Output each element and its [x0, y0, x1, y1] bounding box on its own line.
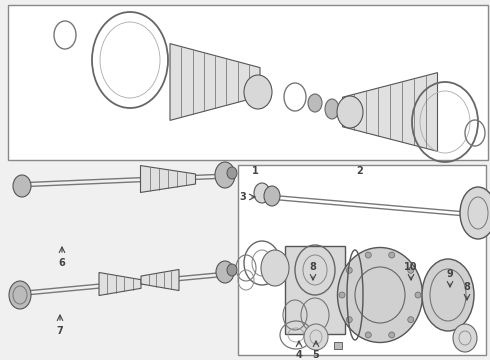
Ellipse shape	[261, 250, 289, 286]
Ellipse shape	[308, 94, 322, 112]
Ellipse shape	[460, 187, 490, 239]
Text: 7: 7	[57, 326, 63, 336]
Ellipse shape	[408, 317, 414, 323]
Ellipse shape	[264, 186, 280, 206]
Ellipse shape	[227, 264, 237, 276]
Ellipse shape	[365, 252, 371, 258]
Ellipse shape	[408, 267, 414, 273]
Ellipse shape	[422, 259, 474, 331]
Ellipse shape	[339, 292, 345, 298]
Polygon shape	[141, 166, 196, 193]
Ellipse shape	[365, 332, 371, 338]
Ellipse shape	[389, 332, 395, 338]
Ellipse shape	[9, 281, 31, 309]
Text: 8: 8	[310, 262, 317, 272]
Ellipse shape	[244, 75, 272, 109]
Text: 10: 10	[404, 262, 418, 272]
Ellipse shape	[215, 162, 235, 188]
Ellipse shape	[346, 267, 352, 273]
Polygon shape	[99, 273, 141, 296]
Ellipse shape	[346, 317, 352, 323]
Bar	[238, 165, 486, 355]
Bar	[8, 5, 488, 160]
Bar	[334, 342, 342, 349]
Ellipse shape	[337, 96, 363, 128]
Ellipse shape	[453, 324, 477, 352]
Text: 5: 5	[313, 350, 319, 360]
Ellipse shape	[13, 175, 31, 197]
Polygon shape	[170, 44, 260, 120]
Text: 3: 3	[239, 192, 246, 202]
Ellipse shape	[254, 183, 270, 203]
Polygon shape	[141, 269, 179, 291]
Ellipse shape	[304, 324, 328, 350]
Ellipse shape	[216, 261, 234, 283]
Text: 2: 2	[357, 166, 364, 176]
Text: 8: 8	[464, 282, 470, 292]
Ellipse shape	[415, 292, 421, 298]
Text: 4: 4	[295, 350, 302, 360]
Text: 1: 1	[252, 166, 258, 176]
Ellipse shape	[227, 167, 237, 179]
Polygon shape	[343, 73, 438, 151]
Text: 6: 6	[59, 258, 65, 268]
Bar	[285, 246, 345, 334]
Ellipse shape	[389, 252, 395, 258]
Ellipse shape	[338, 248, 422, 342]
Ellipse shape	[325, 99, 339, 119]
Text: 9: 9	[446, 269, 453, 279]
